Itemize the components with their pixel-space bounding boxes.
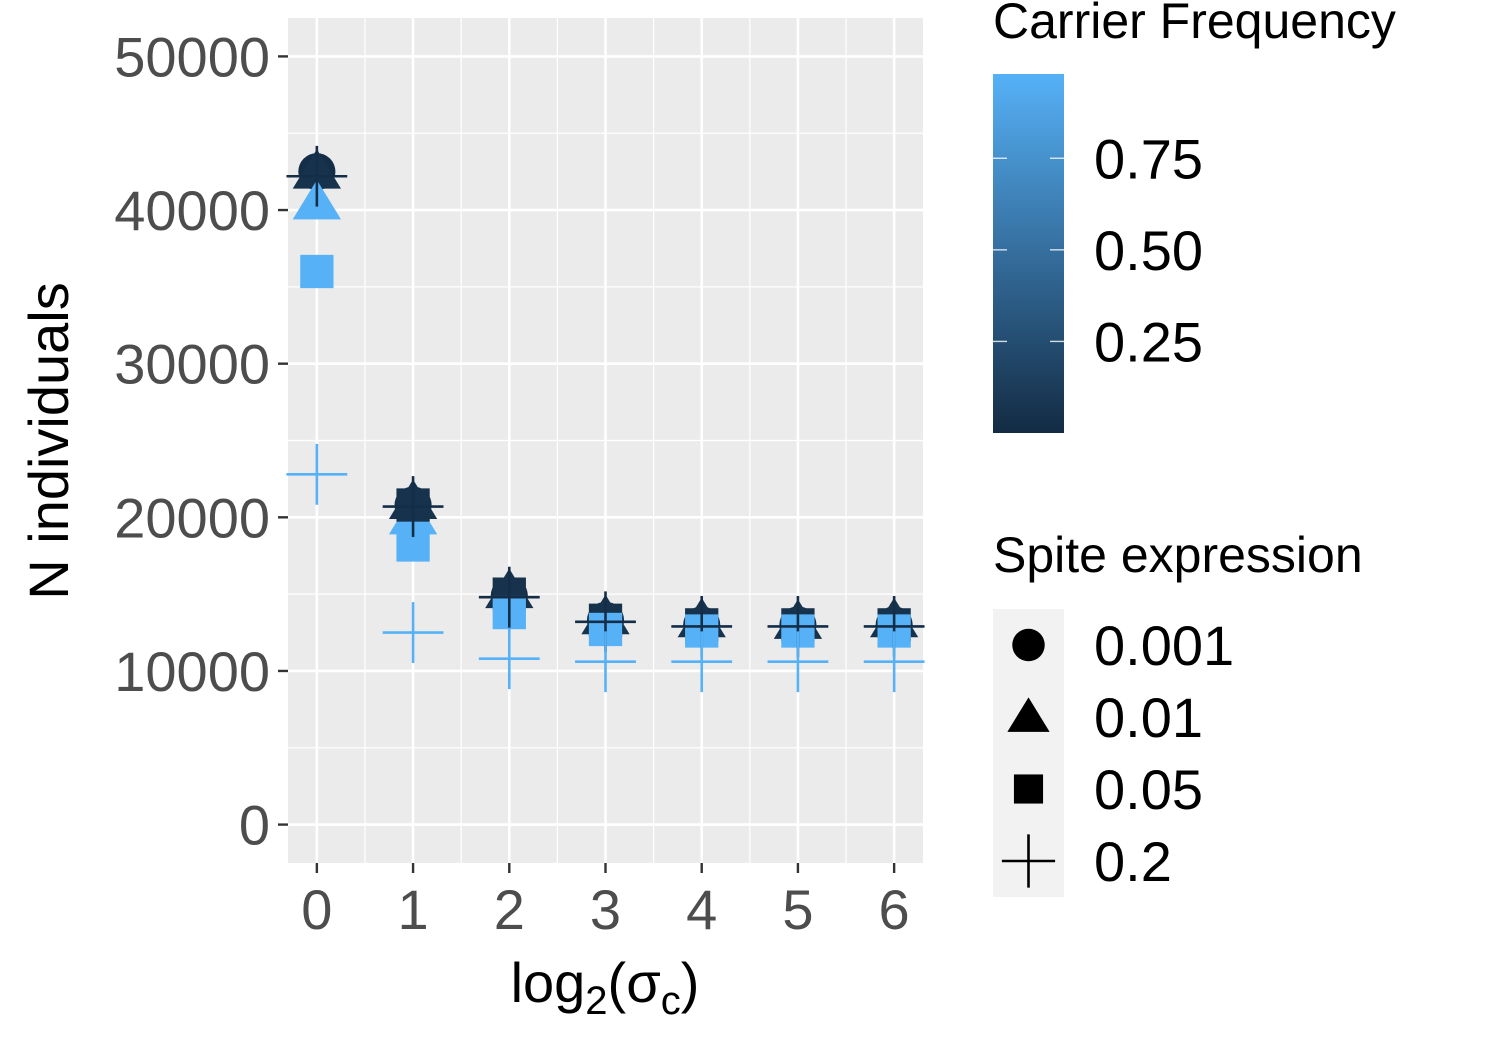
x-tick-label: 5 (782, 878, 813, 941)
y-tick-label: 0 (239, 794, 270, 857)
data-point-square (300, 254, 334, 289)
color-bar (993, 74, 1064, 433)
x-tick-label: 1 (397, 878, 428, 941)
y-tick-label: 20000 (114, 486, 270, 549)
legend-circle-icon (1012, 628, 1045, 662)
x-axis-title-main: log (511, 951, 586, 1014)
color-legend: Carrier Frequency 0.25 0.50 0.75 (993, 0, 1396, 433)
x-axis-title-sub2: c (661, 979, 681, 1023)
x-axis-title-sub1: 2 (585, 979, 607, 1023)
axis-ticks: 0 10000 20000 30000 40000 50000 0 1 2 3 4 5 6 (114, 25, 909, 941)
data-point-plus (286, 443, 348, 505)
y-tick-label: 50000 (114, 25, 270, 88)
x-tick-label: 2 (494, 878, 525, 941)
y-axis-title: N individuals (17, 282, 80, 600)
grid-lines (288, 18, 923, 863)
color-bar-label: 0.75 (1094, 127, 1203, 190)
data-point-plus (286, 145, 348, 207)
legend-plus-icon (1001, 834, 1056, 888)
shape-legend: Spite expression 0.001 0.01 0.05 0.2 (993, 527, 1363, 897)
shape-legend-label: 0.05 (1094, 758, 1203, 821)
color-bar-label: 0.50 (1094, 219, 1203, 282)
x-tick-label: 6 (879, 878, 910, 941)
y-tick-label: 40000 (114, 179, 270, 242)
data-point-plus (382, 476, 444, 537)
data-point-plus (382, 602, 444, 663)
data-point-plus (767, 631, 829, 693)
data-point-plus (478, 566, 540, 628)
legend-triangle-icon (1007, 697, 1050, 732)
legend-square-icon (1013, 774, 1044, 804)
shape-legend-label: 0.01 (1094, 686, 1203, 749)
data-point-plus (575, 631, 636, 693)
x-tick-label: 4 (686, 878, 717, 941)
shape-legend-label: 0.2 (1094, 830, 1172, 893)
shape-legend-label: 0.001 (1094, 614, 1234, 677)
shape-legend-items: 0.001 0.01 0.05 0.2 (1001, 614, 1234, 893)
data-point-plus (863, 631, 925, 693)
color-legend-title: Carrier Frequency (993, 0, 1396, 49)
data-point-plus (671, 631, 733, 693)
data-point-plus (478, 628, 540, 690)
shape-legend-title: Spite expression (993, 527, 1363, 583)
x-axis-title-end: ) (681, 951, 700, 1014)
color-bar-label: 0.25 (1094, 310, 1203, 373)
y-tick-label: 30000 (114, 333, 270, 396)
x-axis-title-mid: (σ (608, 951, 661, 1014)
color-bar-ticks: 0.25 0.50 0.75 (993, 127, 1203, 373)
y-tick-label: 10000 (114, 640, 270, 703)
data-points (286, 145, 925, 693)
x-tick-label: 0 (301, 878, 332, 941)
x-axis-title: log2(σc) (511, 951, 700, 1023)
x-tick-label: 3 (590, 878, 621, 941)
